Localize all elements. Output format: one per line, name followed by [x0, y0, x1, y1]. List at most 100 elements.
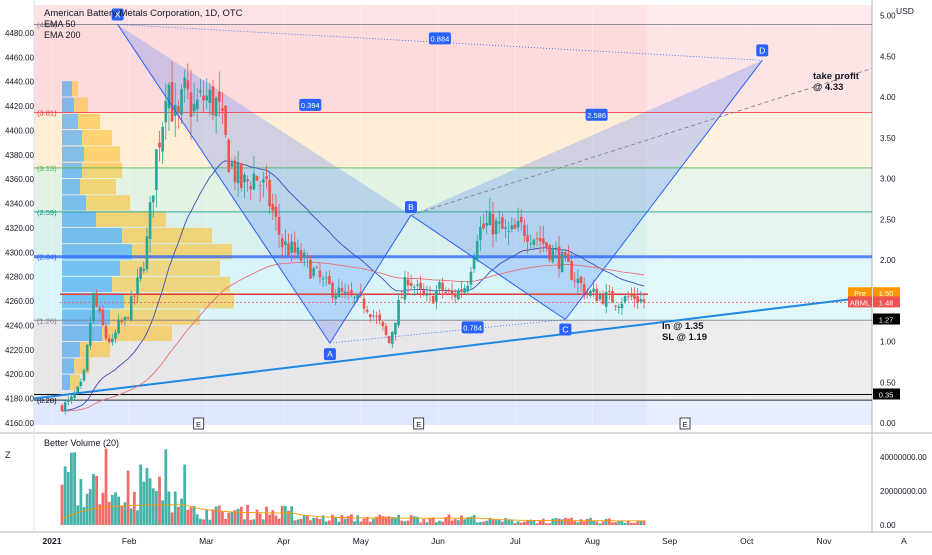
volume-bar-53 [227, 512, 231, 525]
candle-body-41 [189, 92, 193, 118]
volume-bar-170 [595, 521, 599, 525]
price-tag-bg-0 [873, 287, 900, 299]
candle-body-98 [368, 314, 372, 318]
volume-bar-99 [372, 518, 375, 525]
candle-body-55 [233, 160, 237, 183]
candle-body-100 [375, 316, 378, 317]
vp-up-8 [62, 211, 96, 227]
candle-body-63 [258, 185, 262, 187]
left-tick-7: 4340.00 [5, 200, 34, 209]
candle-body-58 [243, 174, 246, 183]
candle-body-99 [372, 315, 375, 317]
left-tick-6: 4360.00 [5, 175, 34, 184]
candle-body-103 [384, 326, 388, 335]
candle-body-28 [148, 202, 152, 239]
candle-body-21 [126, 317, 130, 319]
candle-body-47 [208, 89, 212, 104]
candle-body-136 [488, 212, 492, 226]
volume-bar-6 [79, 479, 83, 525]
candle-body-114 [419, 282, 422, 289]
volume-bar-79 [309, 520, 312, 525]
candle-body-172 [601, 294, 605, 304]
volume-bar-126 [456, 520, 460, 525]
volume-bar-50 [217, 505, 221, 525]
volume-bar-164 [576, 522, 580, 525]
currency-label[interactable]: USD [896, 6, 914, 16]
price-tag-name-1: ABML [850, 298, 870, 307]
candle-body-35 [170, 81, 174, 122]
volume-bar-133 [478, 522, 482, 525]
vp-up-1 [62, 97, 74, 113]
volume-bar-77 [302, 515, 306, 525]
volume-bar-102 [381, 516, 385, 525]
candle-body-120 [438, 282, 441, 289]
earnings-box-1[interactable] [413, 417, 425, 430]
volume-bar-96 [362, 518, 366, 525]
volume-bar-107 [397, 514, 400, 525]
candle-body-69 [277, 216, 281, 235]
candle-body-130 [469, 271, 473, 285]
candle-body-156 [551, 248, 555, 262]
volume-bar-68 [274, 515, 278, 525]
candle-body-88 [337, 287, 341, 298]
time-tick-0: 2021 [43, 536, 62, 546]
candle-body-149 [529, 243, 533, 244]
volume-bar-49 [214, 506, 218, 525]
candle-body-19 [120, 320, 124, 323]
vp-down-0 [72, 81, 78, 97]
candle-body-75 [296, 247, 300, 255]
volume-bar-72 [287, 510, 290, 525]
volume-bar-119 [434, 522, 438, 525]
pattern-point-X: X [115, 9, 121, 19]
vp-down-2 [78, 113, 100, 130]
fib-label-0: (4.89) [37, 20, 57, 29]
volume-bar-15 [107, 501, 111, 525]
volume-bar-97 [365, 516, 369, 525]
candle-body-9 [89, 323, 92, 346]
volume-bar-56 [236, 508, 240, 525]
candle-body-108 [400, 297, 404, 299]
volume-bar-24 [136, 510, 139, 525]
volume-bar-89 [340, 515, 344, 525]
candle-body-107 [397, 299, 400, 326]
target-projection [410, 68, 873, 216]
projection-area [646, 5, 872, 425]
pattern-leg-0 [117, 24, 331, 344]
candle-body-174 [608, 291, 611, 293]
candle-body-92 [350, 290, 353, 296]
candle-body-22 [129, 296, 133, 321]
candle-body-11 [95, 292, 98, 306]
zoom-letter-z[interactable]: Z [5, 450, 11, 460]
candle-body-84 [324, 277, 328, 279]
candle-body-109 [403, 277, 407, 300]
volume-bar-17 [114, 492, 117, 525]
vp-up-3 [62, 130, 82, 146]
candle-body-152 [538, 237, 542, 242]
candle-body-141 [504, 227, 507, 229]
volume-bar-180 [626, 520, 630, 525]
earnings-box-0[interactable] [193, 417, 205, 430]
candle-body-162 [570, 261, 573, 280]
candle-body-45 [202, 95, 205, 101]
volume-bar-91 [346, 515, 350, 525]
candle-body-67 [271, 203, 275, 211]
vp-down-7 [86, 195, 130, 211]
ratio-label-2: 2.586 [587, 111, 606, 120]
ratio-label-1: 0.394 [301, 101, 320, 110]
volume-bar-86 [331, 514, 334, 525]
volume-bar-40 [186, 509, 190, 525]
volume-bar-162 [570, 517, 574, 525]
candle-body-101 [378, 314, 382, 321]
candle-body-145 [516, 221, 520, 228]
candle-body-124 [450, 290, 454, 295]
left-tick-2: 4440.00 [5, 78, 34, 87]
earnings-box-2[interactable] [679, 417, 691, 430]
volume-bar-101 [378, 514, 382, 525]
volume-bar-52 [224, 518, 227, 525]
candle-body-5 [76, 386, 80, 393]
candle-body-3 [70, 396, 73, 401]
volume-bar-61 [252, 519, 256, 525]
fib-label-6: (0.28) [37, 396, 57, 405]
fib-zone-1 [34, 112, 872, 168]
